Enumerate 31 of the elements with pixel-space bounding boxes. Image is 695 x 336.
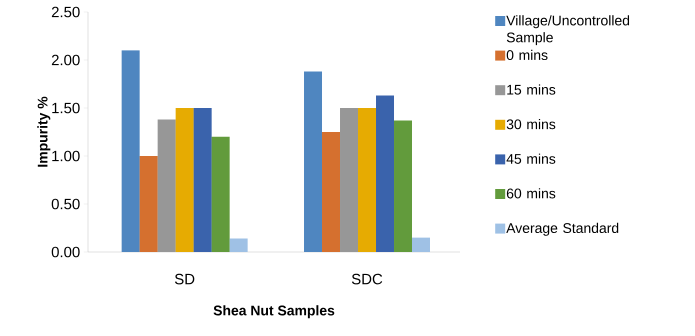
y-tick-label: 0.50	[52, 198, 80, 210]
legend-label: 45 mins	[506, 154, 556, 164]
x-tick-label: SD	[174, 274, 194, 284]
bar	[212, 136, 230, 252]
bar	[304, 72, 322, 252]
bar	[194, 108, 212, 252]
bar	[140, 156, 158, 252]
bar	[340, 108, 358, 252]
legend-label: 30 mins	[506, 118, 556, 130]
y-tick-label: 2.00	[52, 54, 80, 66]
legend-label: 0 mins	[506, 50, 548, 60]
bar	[358, 108, 376, 252]
x-axis-title: Shea Nut Samples	[214, 305, 334, 318]
bar	[322, 132, 340, 252]
bar	[376, 96, 394, 252]
bar	[158, 120, 176, 252]
y-tick-label: 1.00	[52, 150, 80, 162]
legend-label: Village/Uncontrolled Sample	[506, 15, 630, 46]
y-axis-title: Impurity %	[37, 96, 50, 167]
legend-label: Average Standard	[506, 222, 618, 236]
bar	[122, 50, 140, 252]
legend-label: 15 mins	[507, 84, 556, 95]
bar	[176, 108, 194, 252]
y-tick-label: 1.50	[52, 102, 80, 114]
bar	[230, 238, 248, 252]
bar	[394, 120, 412, 252]
y-tick-label: 0.00	[52, 246, 80, 258]
y-tick-label: 2.50	[52, 6, 80, 18]
bar	[412, 238, 430, 252]
x-tick-label: SDC	[352, 274, 382, 284]
legend-label: 60 mins	[506, 188, 556, 198]
